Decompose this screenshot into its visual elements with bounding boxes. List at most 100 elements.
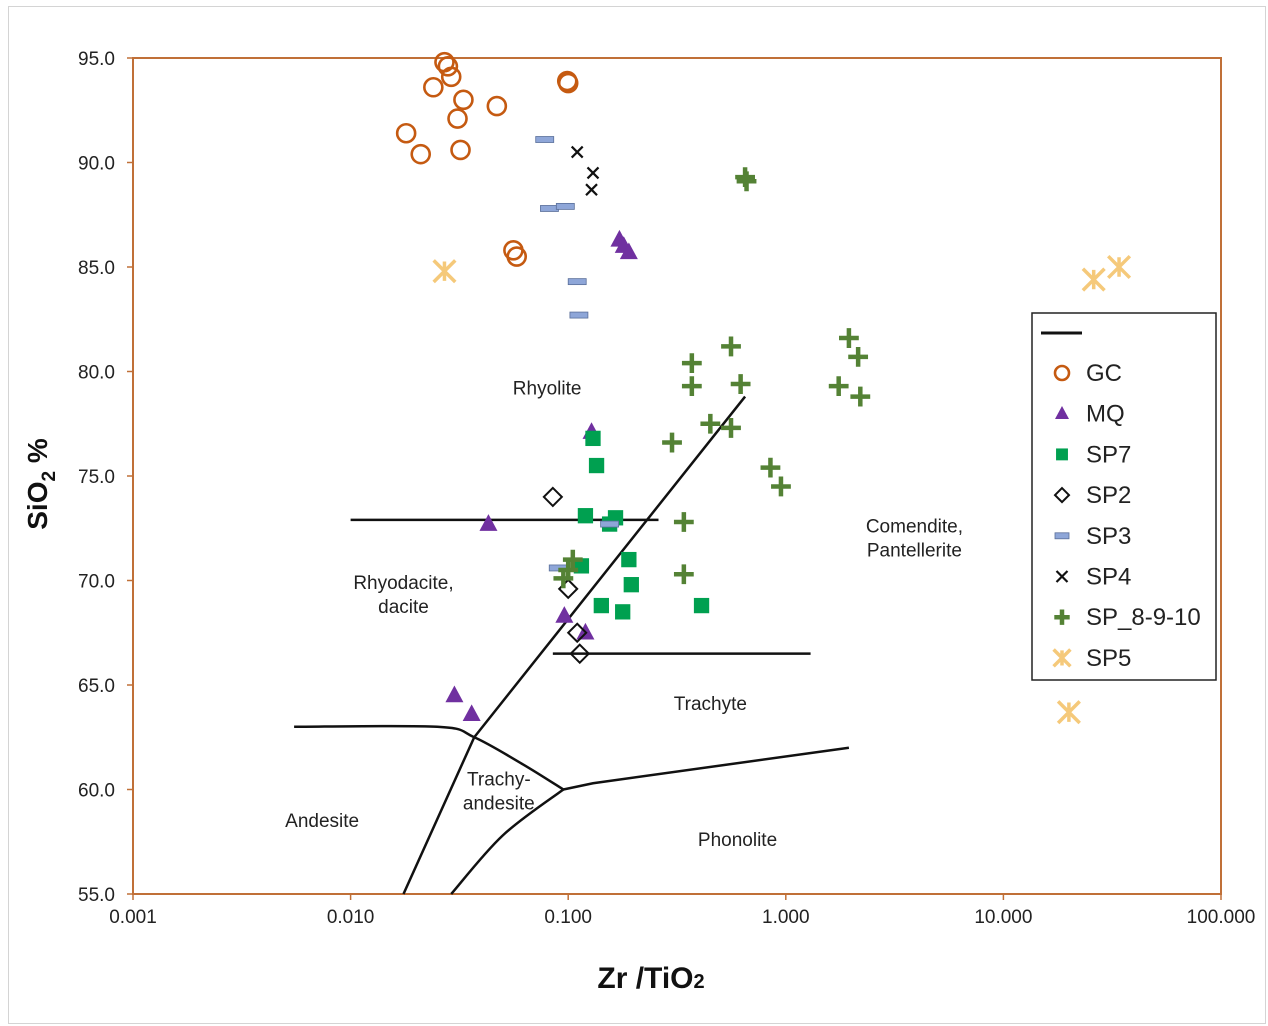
legend-label-sp5: SP5 (1086, 645, 1131, 672)
series-sp3 (535, 136, 620, 572)
field-label-5: Andesite (285, 811, 359, 832)
data-point (569, 643, 591, 665)
data-point (693, 597, 710, 614)
plus-glyph (673, 564, 694, 585)
legend-label-sp7: SP7 (1086, 441, 1131, 468)
x-axis-title: Zr /TiO2 (597, 962, 704, 995)
data-point (1107, 254, 1132, 280)
plus-glyph (1054, 609, 1070, 625)
field-label-0: Rhyolite (513, 378, 582, 399)
y-tick-label-8: 55.0 (78, 885, 115, 906)
data-point (621, 551, 637, 568)
y-tick-label-1: 90.0 (78, 154, 115, 175)
data-point (462, 704, 481, 722)
y-axis-title: SiO2 % (22, 438, 60, 530)
plus-glyph (681, 353, 702, 374)
field-boundary-3 (294, 724, 565, 791)
data-point (850, 386, 871, 407)
data-point (486, 95, 508, 117)
data-point (585, 430, 601, 447)
series-sp2 (542, 486, 591, 665)
data-point (432, 259, 457, 284)
y-tick-label-7: 60.0 (78, 781, 115, 802)
field-boundary-4 (450, 788, 565, 895)
field-label-1: Rhyodacite, dacite (353, 573, 453, 618)
field-label-line: Trachy- (467, 769, 531, 790)
series-sp-8-9-10 (553, 167, 871, 589)
data-point (662, 432, 682, 453)
plus-glyph (553, 568, 574, 589)
legend-marker-sp3 (1054, 532, 1070, 540)
legend-marker-mq (1055, 406, 1069, 419)
y-axis-title-sub: 2 (39, 471, 60, 482)
data-point (585, 183, 598, 196)
legend-label-sp2: SP2 (1086, 482, 1131, 509)
data-point (566, 622, 588, 644)
series-sp4 (570, 145, 600, 196)
data-point (721, 418, 741, 438)
legend-marker-sp4 (1055, 570, 1069, 583)
field-label-line: Pantellerite (867, 540, 962, 561)
data-point (567, 278, 587, 286)
data-point (410, 143, 432, 165)
y-tick-label-2: 85.0 (78, 258, 115, 279)
data-point (535, 136, 555, 143)
legend-label-sp3: SP3 (1086, 523, 1131, 550)
y-tick-label-6: 65.0 (78, 676, 115, 697)
plus-glyph (828, 376, 849, 397)
y-tick-label-3: 80.0 (78, 363, 115, 384)
data-point (730, 374, 751, 394)
data-point (570, 145, 584, 159)
field-label-line: andesite (463, 793, 535, 814)
plus-glyph (760, 457, 781, 478)
data-point (1056, 700, 1081, 725)
data-point (619, 242, 638, 260)
legend-marker-sp-8-9-10 (1054, 609, 1070, 625)
plus-glyph (850, 386, 871, 407)
legend-label-mq: MQ (1086, 401, 1125, 428)
plus-glyph (736, 171, 757, 192)
field-label-line: Comendite, (866, 516, 963, 537)
field-label-3: Trachyte (674, 694, 747, 715)
data-point (848, 346, 869, 367)
legend-label-sp-8-9-10: SP_8-9-10 (1086, 604, 1201, 631)
data-point (673, 564, 694, 585)
field-label-line: Andesite (285, 811, 359, 832)
x-glyph (570, 145, 584, 159)
data-point (615, 604, 631, 620)
data-point (423, 76, 444, 98)
field-boundaries (294, 395, 850, 895)
x-glyph (586, 166, 600, 180)
legend-marker-sp7 (1056, 448, 1068, 461)
data-point (681, 353, 702, 374)
plus-glyph (662, 432, 682, 453)
field-label-line: Rhyodacite, (353, 573, 453, 594)
data-point (593, 597, 609, 614)
data-point (588, 457, 605, 474)
field-label-line: Trachyte (674, 694, 747, 715)
data-point (479, 514, 498, 531)
x-axis-title-main: Zr /TiO (597, 962, 693, 995)
x-tick-label-3: 1.000 (762, 907, 810, 928)
asterisk-glyph (432, 259, 457, 284)
y-axis-ticks: 95.0 90.0 85.0 80.0 75.0 70.0 65.0 60.0 55.0 (78, 49, 133, 906)
data-point (562, 549, 583, 570)
data-point (828, 376, 849, 397)
field-labels: Rhyolite Rhyodacite, dacite Comendite, Pante… (285, 378, 963, 850)
x-tick-label-1: 0.010 (327, 907, 375, 928)
field-label-line: dacite (378, 597, 429, 618)
plus-glyph (730, 374, 751, 394)
data-point (437, 56, 459, 77)
legend-marker-gc (1053, 364, 1071, 382)
y-axis-title-post: % (22, 438, 53, 471)
data-point (395, 122, 417, 144)
y-tick-label-4: 75.0 (78, 467, 115, 488)
data-points (395, 51, 1132, 725)
series-sp5 (432, 254, 1132, 725)
data-point (623, 577, 639, 593)
data-point (555, 606, 574, 623)
data-point (839, 328, 859, 348)
data-point (736, 171, 757, 192)
data-point (453, 89, 474, 111)
x-tick-label-2: 0.100 (544, 907, 592, 928)
